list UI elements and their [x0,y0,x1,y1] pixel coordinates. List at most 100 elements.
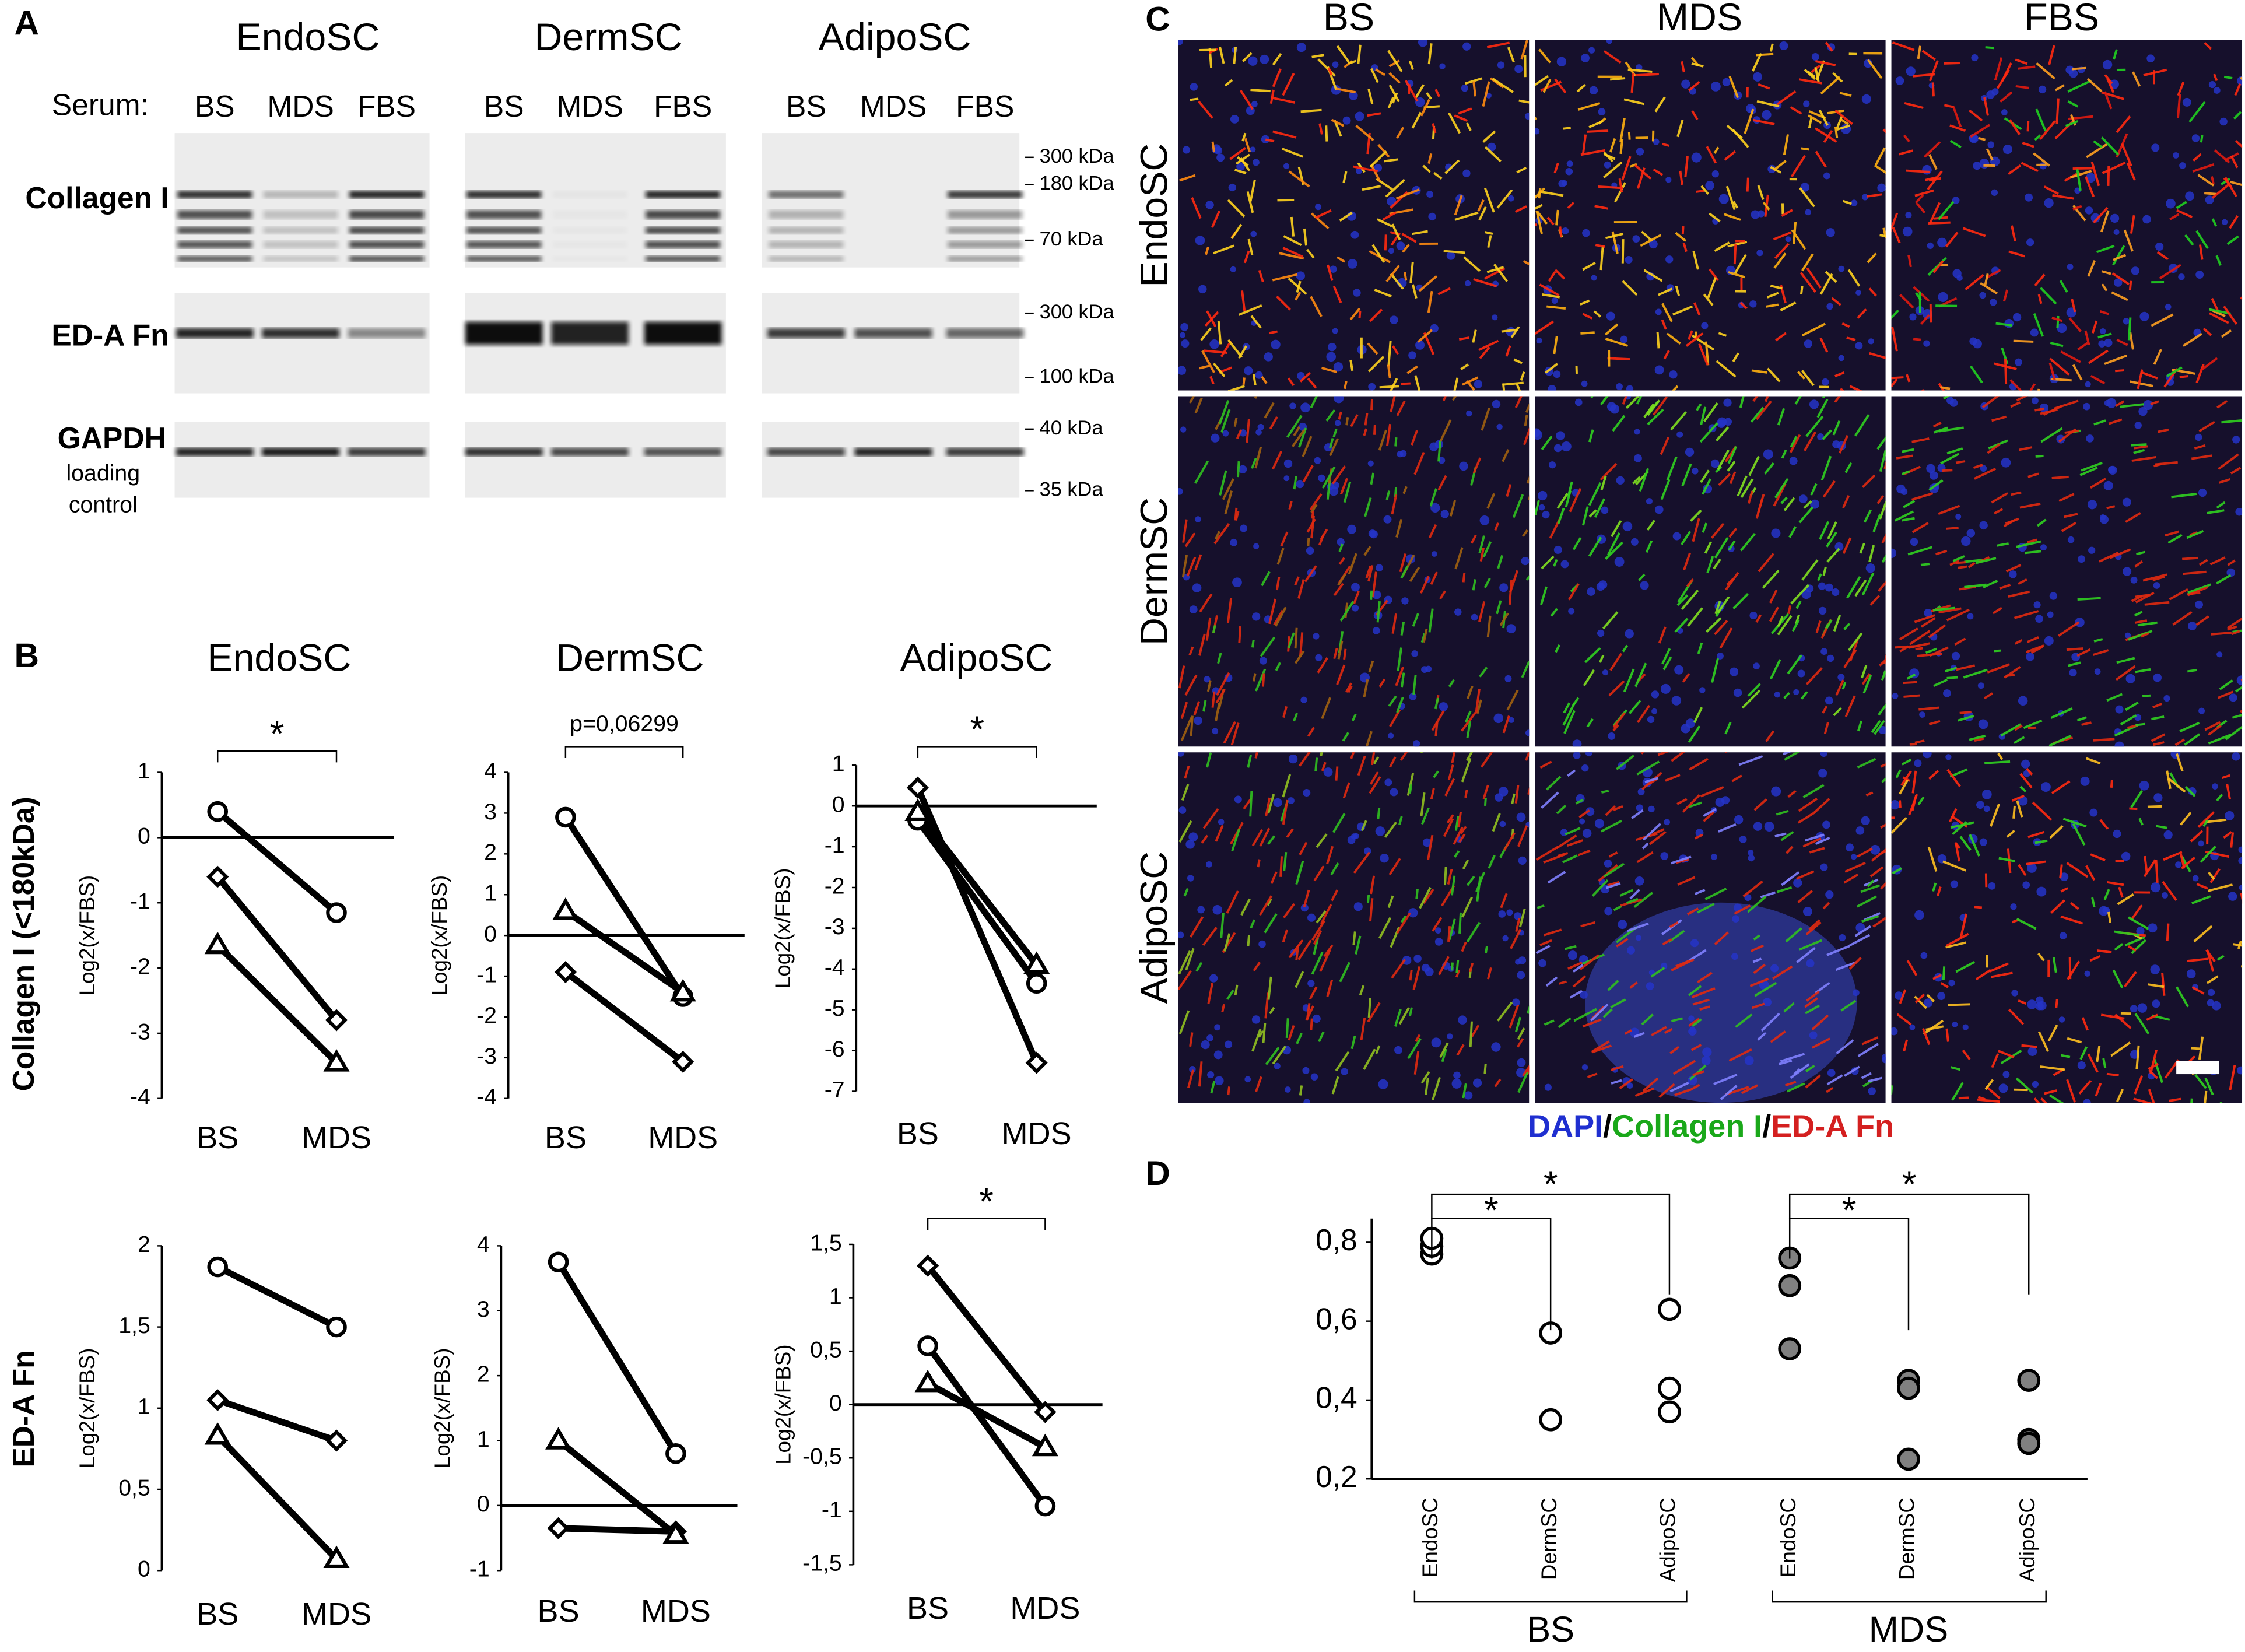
micrograph-bg [1891,40,2243,391]
fiber [2230,832,2235,848]
fiber [2126,162,2136,181]
nucleus [1251,1015,1261,1024]
point [916,1254,939,1277]
nucleus [1502,935,1509,942]
fiber [1428,524,1437,539]
blot-band [769,226,844,234]
fiber [1470,534,1477,544]
fiber [1567,202,1575,209]
nucleus [1646,498,1653,505]
nucleus [1492,399,1501,409]
nucleus [2086,434,2094,443]
fiber [1466,921,1481,942]
fiber [1781,449,1787,459]
fiber [1610,998,1626,1009]
nucleus [1654,365,1664,375]
fiber [1251,1029,1262,1052]
fiber [1184,766,1190,779]
nucleus [1861,94,1871,104]
fiber [1815,620,1822,633]
nucleus [1330,265,1337,273]
fiber [1484,187,1495,213]
nucleus [1185,840,1195,849]
fiber [1616,938,1629,948]
fiber [1869,595,1881,606]
nucleus [1553,370,1561,378]
fiber [2000,723,2022,737]
fiber [2224,177,2237,197]
fiber [1946,447,1963,455]
nucleus [1902,226,1913,237]
blot-title: DermSC [534,16,682,59]
fiber [1808,114,1822,124]
fiber [1773,160,1787,171]
nucleus [1734,815,1744,825]
fiber [2204,42,2212,50]
fiber [2034,273,2046,287]
fiber [2116,657,2135,664]
fiber [1704,888,1727,900]
fiber [1456,1044,1465,1056]
nucleus [2232,436,2240,444]
fiber [1868,545,1875,562]
fiber [1283,235,1302,247]
fiber [1587,1072,1598,1079]
nucleus [1625,629,1634,639]
fiber [2144,855,2148,873]
nucleus [1818,582,1826,590]
fiber [1335,766,1339,781]
fiber [2193,925,2213,943]
fiber [2049,357,2070,376]
nucleus [1264,352,1273,362]
fiber [2191,986,2205,995]
fiber [1802,837,1822,848]
fiber [1834,396,1841,403]
fiber [1492,78,1514,93]
fiber [1345,682,1353,693]
fiber [1567,839,1584,847]
fiber [1980,282,1998,295]
nucleus [1800,183,1810,192]
fiber [2136,550,2146,556]
nucleus [1353,289,1361,297]
blot-band [553,256,627,262]
significance-label: * [970,708,984,750]
fiber [1669,921,1679,928]
y-tick-label: -4 [130,1084,150,1110]
column-header: BS [1323,0,1374,39]
fiber [1441,1048,1447,1062]
fiber [1298,427,1307,448]
fiber [1928,720,1941,725]
fiber [1494,522,1500,531]
nucleus [1690,939,1699,948]
fiber [1874,147,1886,166]
fiber [2141,371,2158,380]
fiber [1703,293,1714,306]
nucleus [1926,464,1935,473]
series-line [563,908,685,995]
point [1025,1051,1048,1074]
fiber [1709,212,1721,223]
fiber [2066,647,2083,651]
fiber [1199,364,1210,370]
nucleus [2087,500,2097,510]
nucleus [1620,335,1628,343]
fiber [1945,1028,1949,1042]
fiber [1412,613,1419,627]
fiber [2151,715,2165,721]
fiber [1676,120,1684,138]
fiber [1472,457,1482,474]
fiber [1878,850,1886,856]
fiber [1928,770,1939,780]
fiber [1212,625,1216,633]
fiber [2204,192,2216,195]
fiber [1692,518,1700,542]
fiber [1660,479,1671,500]
fiber [2182,332,2202,347]
nucleus [1504,675,1512,682]
fiber [2097,332,2112,339]
fiber [2153,1058,2163,1083]
nucleus [1665,255,1674,264]
fiber [1264,402,1275,419]
nucleus [2010,903,2017,910]
